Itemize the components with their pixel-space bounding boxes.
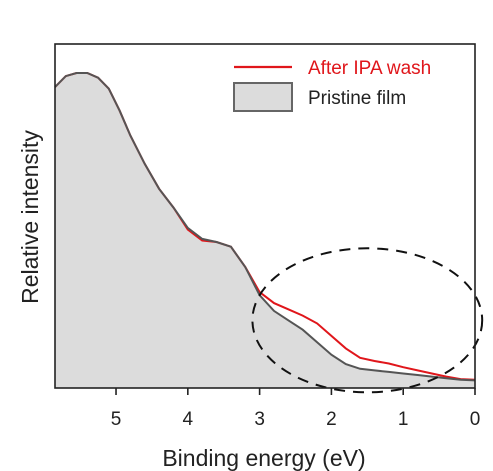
legend-label-after-ipa-wash: After IPA wash <box>308 58 431 79</box>
x-axis-ticks: 5 4 3 2 1 0 <box>111 388 481 430</box>
y-axis-title: Relative intensity <box>17 130 43 304</box>
x-tick-label: 5 <box>111 409 122 430</box>
legend-swatch-pristine-film <box>233 82 293 112</box>
pristine-film-line <box>54 72 476 382</box>
legend-label-pristine-film: Pristine film <box>308 88 406 109</box>
plot-frame <box>54 43 476 389</box>
x-tick-label: 0 <box>470 409 481 430</box>
x-axis-title: Binding energy (eV) <box>162 445 365 471</box>
x-tick-label: 2 <box>326 409 337 430</box>
pristine-film-area <box>55 73 475 388</box>
x-tick-label: 3 <box>254 409 265 430</box>
x-tick-label: 1 <box>398 409 409 430</box>
highlight-ellipse <box>251 247 484 394</box>
plot-area <box>54 43 484 394</box>
legend: After IPA wash Pristine film <box>233 58 431 112</box>
x-tick-label: 4 <box>183 409 194 430</box>
